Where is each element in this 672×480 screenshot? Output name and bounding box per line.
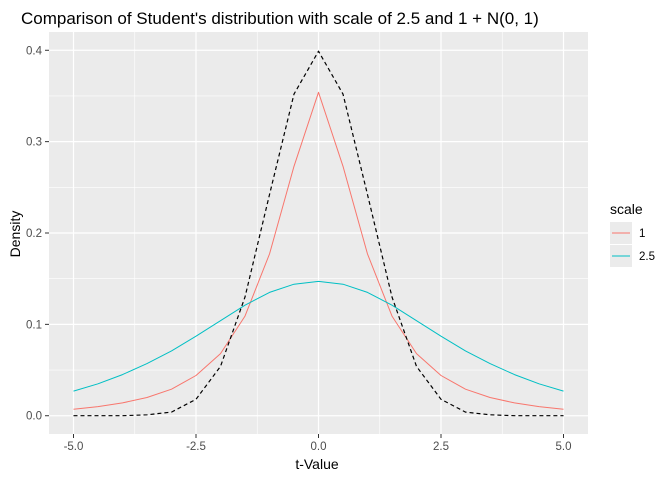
y-tick-label: 0.0 <box>26 411 42 423</box>
y-axis-title: Density <box>7 211 23 258</box>
y-tick-label: 0.2 <box>26 228 42 240</box>
chart-title: Comparison of Student's distribution wit… <box>21 9 539 28</box>
x-tick-label: -5.0 <box>64 441 84 453</box>
series-line-2.5 <box>73 280 564 392</box>
series-lines <box>73 50 564 417</box>
x-tick-label: 2.5 <box>433 441 449 453</box>
x-tick-label: 0.0 <box>311 441 327 453</box>
x-axis: -5.0 -2.5 0.0 2.5 5.0 <box>64 434 572 453</box>
series-line-dashed <box>73 50 564 417</box>
series-line-1 <box>73 91 564 410</box>
y-tick-label: 0.3 <box>26 137 42 149</box>
y-tick-label: 0.1 <box>26 319 42 331</box>
x-tick-label: 5.0 <box>556 441 572 453</box>
legend-label: 1 <box>639 228 645 240</box>
x-axis-title: t-Value <box>295 456 339 472</box>
legend: scale 1 2.5 <box>610 201 655 267</box>
legend-label: 2.5 <box>639 251 655 263</box>
y-axis: 0.0 0.1 0.2 0.3 0.4 <box>26 45 49 423</box>
major-gridlines <box>49 32 588 434</box>
y-tick-label: 0.4 <box>26 45 43 57</box>
legend-title: scale <box>610 201 643 217</box>
x-tick-label: -2.5 <box>186 441 206 453</box>
